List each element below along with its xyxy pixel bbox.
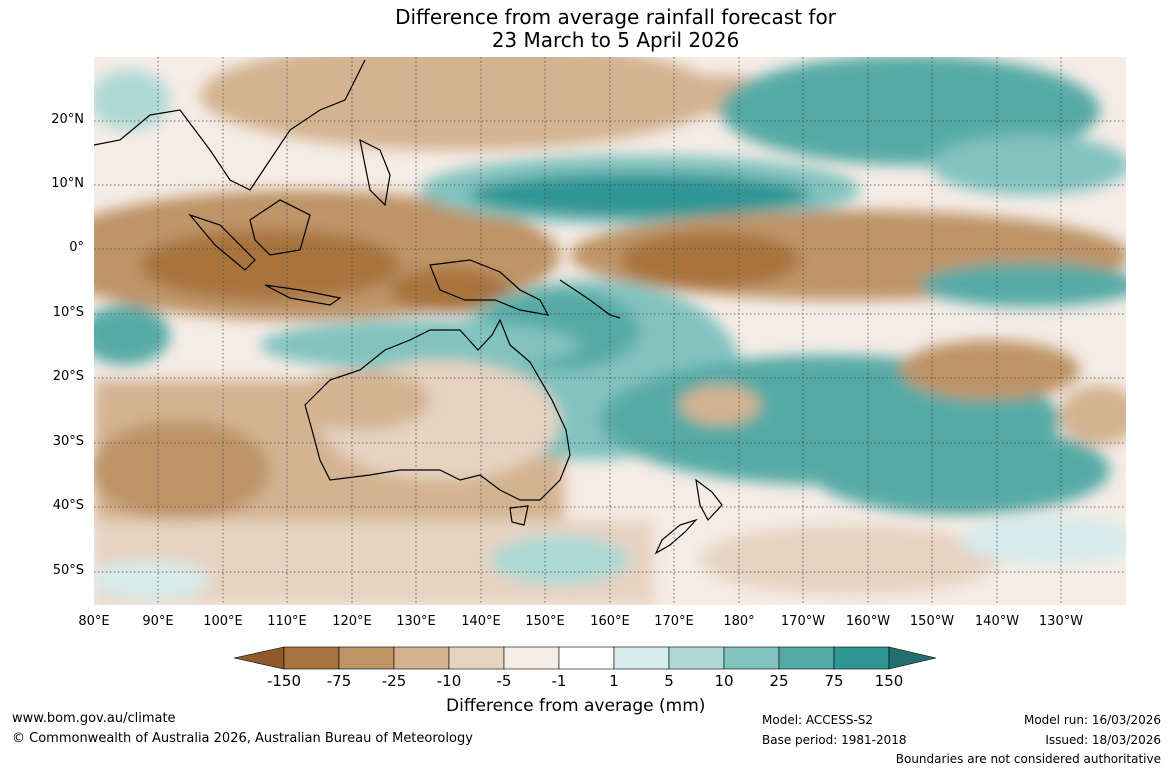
lat-label-0: 0° [69, 240, 84, 255]
legend-swatch [283, 646, 340, 670]
lon-label-80e: 80°E [78, 614, 110, 629]
legend-tick: -10 [436, 672, 462, 690]
legend-tick: 75 [824, 672, 844, 690]
website-link[interactable]: www.bom.gov.au/climate [12, 711, 176, 726]
legend-tick: -25 [381, 672, 407, 690]
map-plot-area [94, 57, 1126, 605]
legend-swatch [778, 646, 835, 670]
lon-label-180: 180° [723, 614, 755, 629]
lon-label-130e: 130°E [396, 614, 436, 629]
lon-label-100e: 100°E [203, 614, 243, 629]
map-title-line-2: 23 March to 5 April 2026 [491, 28, 740, 52]
disclaimer: Boundaries are not considered authoritat… [895, 752, 1161, 766]
copyright-text: © Commonwealth of Australia 2026, Austra… [12, 731, 473, 746]
legend-title: Difference from average (mm) [446, 696, 706, 716]
lat-label-20s: 20°S [52, 369, 84, 384]
legend-swatch [448, 646, 505, 670]
legend-swatch [338, 646, 395, 670]
base-period: Base period: 1981-2018 [762, 733, 907, 747]
legend-arrow-low [233, 646, 285, 670]
legend-tick: -1 [551, 672, 567, 690]
lon-label-150w: 150°W [909, 614, 955, 629]
lon-label-160e: 160°E [590, 614, 630, 629]
legend-tick: -150 [266, 672, 302, 690]
legend-colorbar [233, 646, 937, 670]
legend-swatch [613, 646, 670, 670]
lon-label-130w: 130°W [1038, 614, 1084, 629]
lon-label-90e: 90°E [142, 614, 174, 629]
lat-label-50s: 50°S [52, 563, 84, 578]
graticule [94, 57, 1126, 605]
lon-label-140w: 140°W [974, 614, 1020, 629]
lat-label-20n: 20°N [51, 112, 84, 127]
legend-swatch [833, 646, 890, 670]
legend-tick: 150 [874, 672, 904, 690]
lon-label-170w: 170°W [780, 614, 826, 629]
lon-label-150e: 150°E [525, 614, 565, 629]
legend-arrow-high [888, 646, 937, 670]
lon-label-170e: 170°E [654, 614, 694, 629]
lon-label-160w: 160°W [845, 614, 891, 629]
lat-label-10n: 10°N [51, 176, 84, 191]
map-title-line-1: Difference from average rainfall forecas… [395, 5, 836, 29]
legend-tick: -75 [326, 672, 352, 690]
issued-date: Issued: 18/03/2026 [1045, 733, 1161, 747]
legend-swatch [558, 646, 615, 670]
legend-tick: 5 [664, 672, 674, 690]
lon-label-140e: 140°E [461, 614, 501, 629]
legend-swatch [393, 646, 450, 670]
coastlines [94, 59, 723, 555]
legend-swatch [723, 646, 780, 670]
legend-tick: 1 [609, 672, 619, 690]
legend-tick: -5 [496, 672, 512, 690]
legend-swatch [668, 646, 725, 670]
legend-swatch [503, 646, 560, 670]
legend-tick: 10 [714, 672, 734, 690]
lon-label-110e: 110°E [267, 614, 307, 629]
lat-label-10s: 10°S [52, 305, 84, 320]
lat-label-40s: 40°S [52, 498, 84, 513]
lon-label-120e: 120°E [332, 614, 372, 629]
lat-label-30s: 30°S [52, 434, 84, 449]
model-name: Model: ACCESS-S2 [762, 713, 874, 727]
model-run-date: Model run: 16/03/2026 [1023, 713, 1161, 727]
legend-tick: 25 [769, 672, 789, 690]
